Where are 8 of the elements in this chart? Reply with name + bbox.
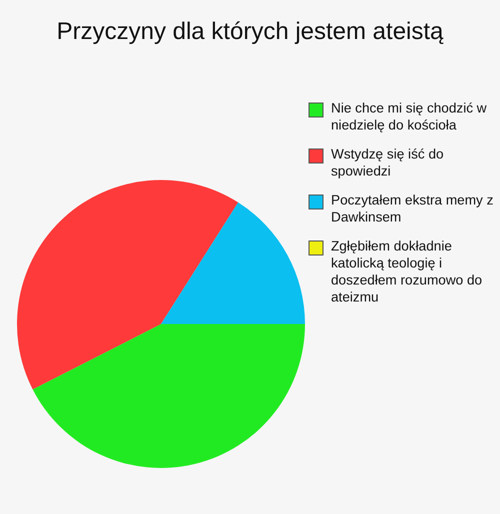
legend-label: Wstydzę się iść do spowiedzi — [331, 146, 444, 178]
pie-slice — [161, 202, 305, 324]
legend-label: Nie chce mi się chodzić w niedzielę do kościoła — [331, 100, 487, 132]
legend-label: Poczytałem ekstra memy z Dawkinsem — [331, 192, 494, 224]
chart-title: Przyczyny dla których jestem ateistą — [56, 18, 444, 45]
pie-slice — [32, 324, 305, 468]
pie-slice — [17, 180, 238, 390]
legend-label: Zgłębiłem dokładnie katolicką teologię i doszedłem rozumowo do ateizmu — [331, 238, 482, 304]
